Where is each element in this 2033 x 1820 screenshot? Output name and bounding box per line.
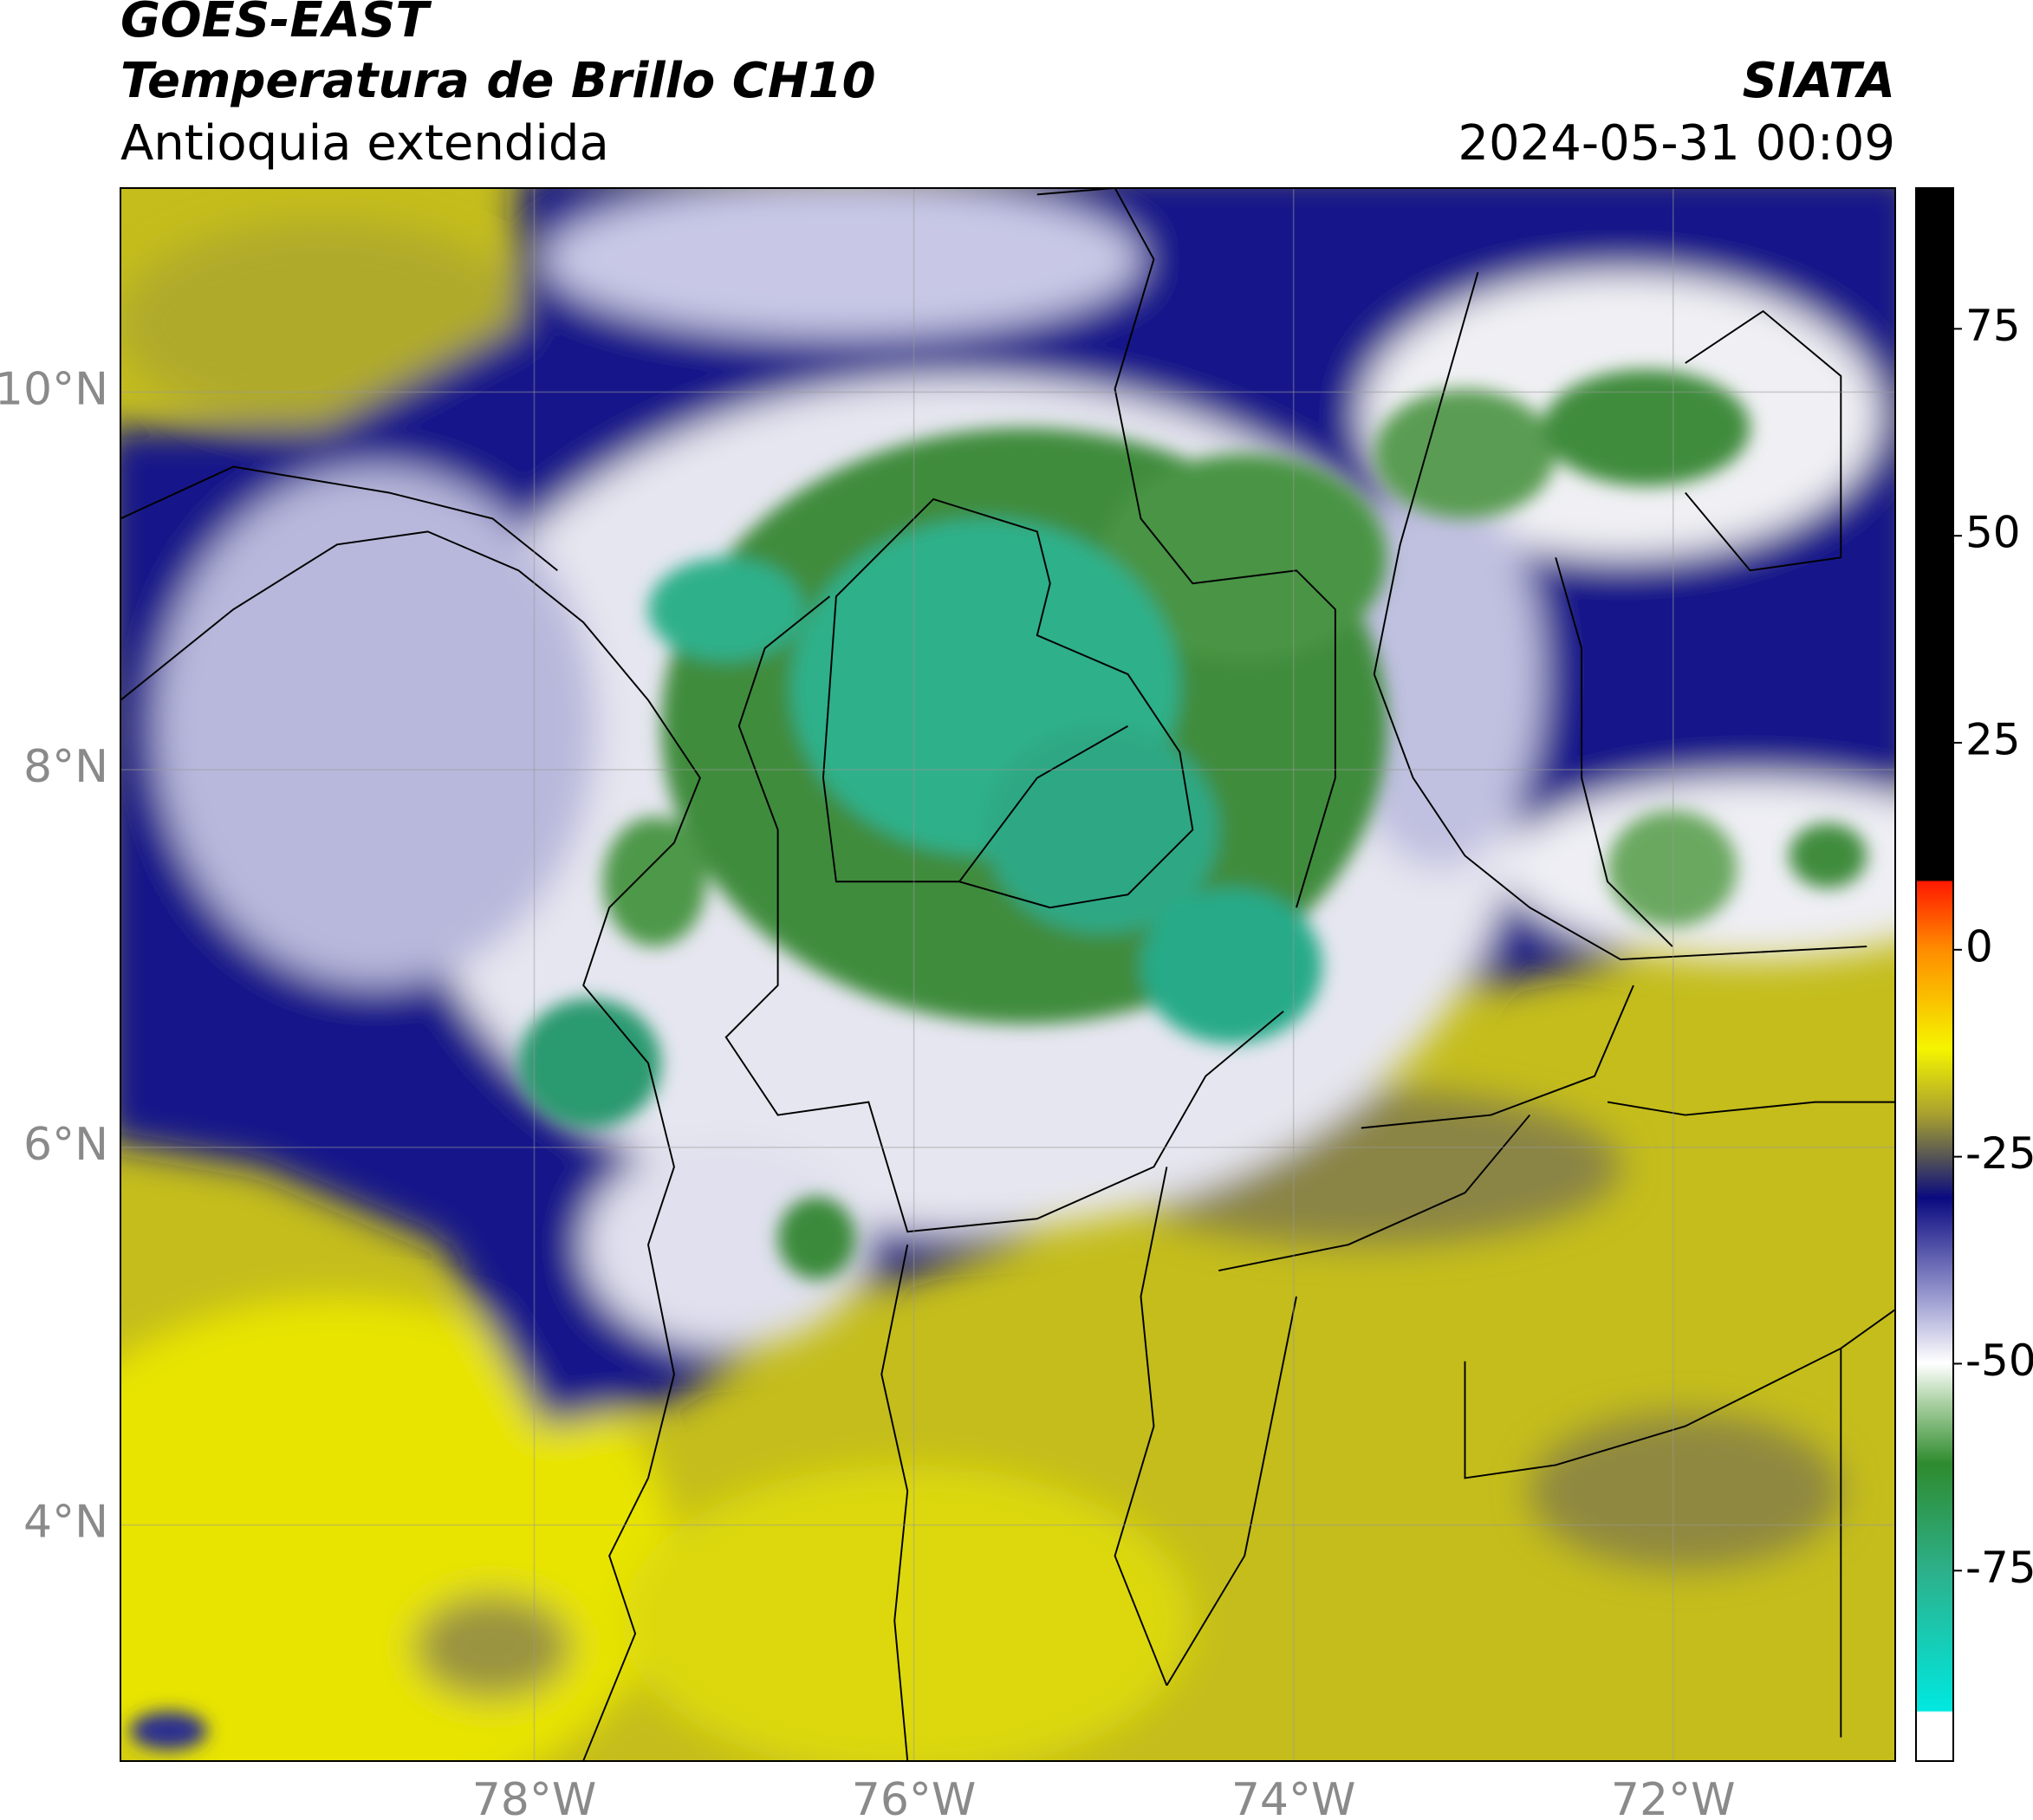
satellite-image: [120, 188, 1895, 1761]
lon-tick-label: 76°W: [852, 1774, 977, 1820]
lat-tick-label: 6°N: [23, 1119, 108, 1171]
datetime: 2024-05-31 00:09: [1458, 115, 1895, 172]
subtitle: Temperatura de Brillo CH10: [120, 53, 876, 109]
region: Antioquia extendida: [120, 115, 609, 172]
title: GOES-EAST: [120, 0, 432, 49]
colorbar-tick-label: -25: [1965, 1128, 2033, 1179]
lon-tick-label: 78°W: [472, 1774, 597, 1820]
colorbar: [1915, 187, 1954, 1762]
colorbar-tick-label: -50: [1965, 1336, 2033, 1386]
colorbar-tick-label: 0: [1965, 921, 1993, 972]
source: SIATA: [1743, 53, 1895, 109]
colorbar-tick-label: 75: [1965, 301, 2021, 351]
map-frame: [120, 187, 1896, 1762]
lon-tick-label: 72°W: [1611, 1774, 1736, 1820]
lon-tick-label: 74°W: [1231, 1774, 1356, 1820]
colorbar-tick-label: -75: [1965, 1543, 2033, 1593]
lat-tick-label: 4°N: [23, 1497, 108, 1549]
colorbar-tick-label: 50: [1965, 508, 2021, 558]
colorbar-tick-label: 25: [1965, 715, 2021, 765]
lat-tick-label: 8°N: [23, 741, 108, 793]
lat-tick-label: 10°N: [0, 363, 108, 415]
